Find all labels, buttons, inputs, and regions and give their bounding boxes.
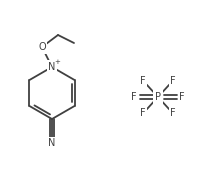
Text: F: F	[140, 108, 146, 118]
Text: F: F	[131, 92, 137, 102]
Text: F: F	[140, 76, 146, 86]
Text: F: F	[179, 92, 185, 102]
Text: N: N	[48, 62, 56, 72]
Text: P: P	[155, 92, 161, 102]
Text: F: F	[170, 76, 176, 86]
Text: F: F	[170, 108, 176, 118]
Text: O: O	[38, 42, 46, 52]
Text: +: +	[55, 59, 60, 65]
Text: N: N	[48, 139, 56, 148]
